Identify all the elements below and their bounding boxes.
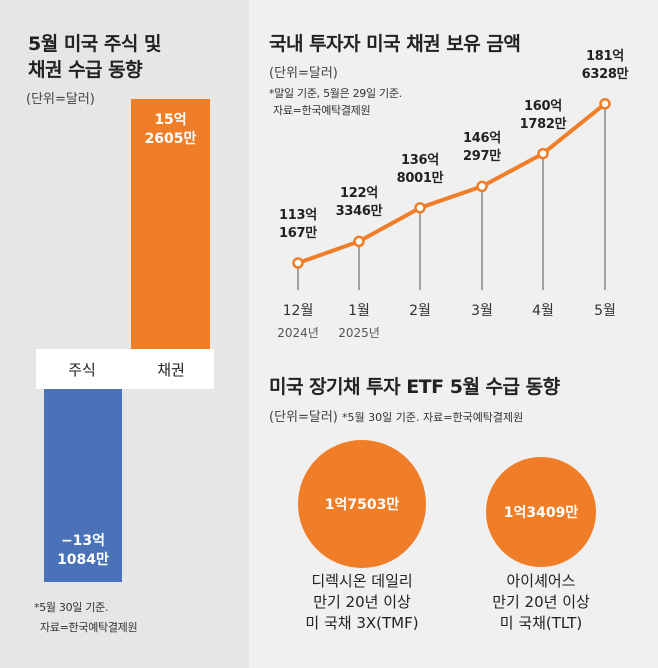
data-point-0	[292, 257, 304, 269]
x-tick-label: 1월	[348, 303, 370, 319]
data-label-line2: 1782만	[519, 116, 567, 132]
bar-stock-label-line1: −13억	[60, 533, 106, 550]
bar-stock: −13억 1084만	[44, 389, 122, 583]
data-point-2	[414, 202, 426, 214]
data-label-line2: 8001만	[396, 170, 444, 186]
line-chart	[292, 98, 611, 290]
line-chart-note-line2: 자료=한국예탁결제원	[273, 104, 371, 117]
x-tick-label: 12월	[282, 303, 314, 319]
line-chart-unit: (단위=달러)	[269, 66, 338, 81]
left-note-line2: 자료=한국예탁결제원	[40, 621, 138, 634]
etf-circle-tlt: 1억3409만	[486, 457, 596, 567]
data-label-line1: 160억	[524, 98, 562, 114]
bar-bond: 15억 2605만	[131, 99, 210, 349]
data-label-line1: 136억	[401, 152, 439, 168]
series-line	[297, 102, 607, 265]
bar-bond-label-line1: 15억	[154, 112, 187, 128]
etf-tmf-name-line1: 디렉시온 데일리	[311, 572, 413, 590]
data-label-line1: 122억	[340, 186, 378, 202]
x-tick-label: 4월	[532, 303, 554, 319]
data-label-line2: 3346만	[335, 204, 383, 220]
data-label-4: 160억 1782만	[508, 98, 578, 134]
data-label-line1: 113억	[279, 208, 317, 223]
line-chart-note-line1: *말일 기준, 5월은 29일 기준.	[269, 87, 402, 100]
data-point-1	[353, 235, 365, 248]
data-point-4	[537, 147, 549, 160]
x-tick-label: 5월	[594, 303, 616, 319]
data-label-line2: 297만	[463, 149, 501, 165]
left-title-line2: 채권 수급 동향	[28, 59, 143, 81]
x-year-label: 2025년	[338, 326, 380, 340]
left-note-line1: *5월 30일 기준.	[34, 601, 109, 614]
etf-tlt-name-line2: 만기 20년 이상	[492, 593, 590, 611]
x-tick-label: 2월	[409, 303, 431, 319]
etf-title: 미국 장기채 투자 ETF 5월 수급 동향	[269, 376, 560, 398]
x-tick-label: 3월	[471, 303, 493, 319]
etf-note: *5월 30일 기준. 자료=한국예탁결제원	[342, 411, 524, 424]
data-label-line1: 181억	[586, 48, 624, 64]
bar-stock-label: −13억 1084만	[44, 532, 122, 570]
etf-tmf-name-line2: 만기 20년 이상	[313, 593, 411, 611]
x-year-label: 2024년	[277, 326, 319, 340]
etf-tmf-name-line3: 미 국채 3X(TMF)	[305, 614, 419, 632]
data-label-line2: 6328만	[581, 66, 629, 82]
etf-circle-tmf: 1억7503만	[298, 440, 426, 568]
etf-tmf-name: 디렉시온 데일리 만기 20년 이상 미 국채 3X(TMF)	[272, 571, 452, 634]
data-point-5	[599, 98, 611, 110]
data-label-0: 113억 167만	[263, 207, 333, 243]
category-strip: 주식 채권	[36, 349, 214, 389]
data-label-line1: 146억	[463, 131, 501, 147]
bar-bond-label-line2: 2605만	[144, 131, 197, 147]
etf-tlt-name: 아이셰어스 만기 20년 이상 미 국채(TLT)	[451, 571, 631, 634]
data-label-5: 181억 6328만	[570, 48, 640, 84]
line-chart-labels: 113억 167만 122억 3346만 136억 8001만 146억 297만 160억 17…	[249, 0, 658, 360]
data-label-1: 122억 3346만	[324, 185, 394, 221]
right-panel: 국내 투자자 미국 채권 보유 금액 (단위=달러) *말일 기준, 5월은 2…	[249, 0, 658, 668]
category-stock: 주식	[68, 360, 96, 379]
left-unit: (단위=달러)	[26, 92, 95, 107]
data-point-3	[476, 180, 488, 193]
data-label-line2: 167만	[279, 226, 317, 241]
stock-bond-flow-panel: 5월 미국 주식 및 채권 수급 동향 (단위=달러) 15억 2605만 −1…	[0, 0, 249, 668]
category-bond: 채권	[157, 360, 185, 379]
left-title-line1: 5월 미국 주식 및	[28, 33, 161, 55]
etf-tlt-name-line3: 미 국채(TLT)	[499, 614, 583, 632]
etf-circle-tlt-value: 1억3409만	[503, 505, 579, 521]
etf-unit-note: (단위=달러) *5월 30일 기준. 자료=한국예탁결제원	[269, 406, 523, 425]
etf-tlt-name-line1: 아이셰어스	[506, 572, 576, 590]
bar-stock-label-line2: 1084만	[57, 552, 109, 569]
etf-circle-tmf-value: 1억7503만	[324, 497, 400, 513]
data-label-3: 146억 297만	[447, 130, 517, 166]
data-label-2: 136억 8001만	[385, 152, 455, 188]
etf-unit: (단위=달러)	[269, 410, 338, 425]
line-chart-title: 국내 투자자 미국 채권 보유 금액	[269, 33, 521, 55]
